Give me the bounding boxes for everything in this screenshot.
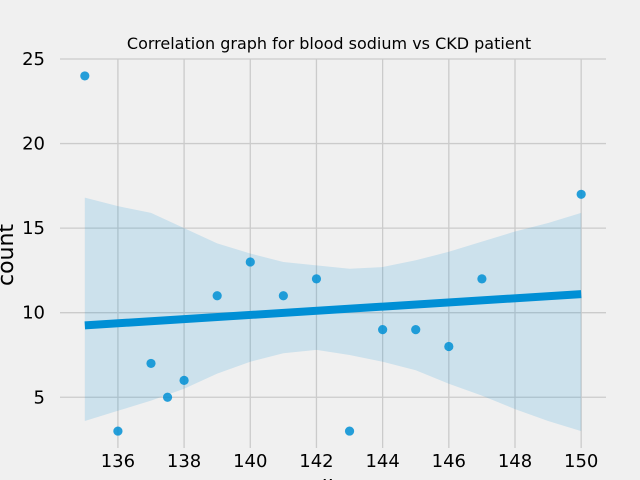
chart-title: Correlation graph for blood sodium vs CK… (127, 34, 531, 53)
data-point (311, 274, 322, 284)
x-tick-label: 150 (564, 451, 598, 472)
y-tick-labels: 5 10 15 20 25 (22, 49, 45, 408)
regression-line-group (84, 290, 582, 330)
x-tick-label: 142 (299, 451, 333, 472)
grid (60, 58, 606, 448)
data-point (162, 392, 173, 402)
y-tick-label: 15 (22, 218, 45, 239)
x-axis-label: sodium (289, 477, 369, 480)
y-tick-label: 10 (22, 303, 45, 324)
data-point (179, 375, 189, 385)
data-point (212, 291, 222, 301)
x-tick-label: 138 (167, 451, 201, 472)
confidence-band (84, 197, 582, 432)
confidence-band-group (84, 197, 582, 432)
data-point (344, 426, 355, 436)
data-point (378, 325, 388, 335)
x-tick-label: 140 (233, 451, 267, 472)
data-point (113, 426, 123, 436)
data-point (477, 274, 487, 284)
x-tick-label: 136 (101, 451, 135, 472)
x-tick-labels: 136 138 140 142 144 146 148 150 (101, 451, 599, 472)
data-point (444, 341, 454, 352)
x-tick-label: 146 (432, 451, 466, 472)
data-point (80, 71, 90, 81)
y-tick-label: 25 (22, 49, 45, 70)
y-tick-label: 5 (34, 387, 45, 408)
data-point (278, 291, 288, 301)
regression-line (84, 290, 582, 330)
data-point (411, 325, 421, 335)
y-axis-label: count (0, 224, 19, 286)
x-tick-label: 144 (365, 451, 399, 472)
data-point (146, 358, 156, 369)
y-tick-label: 20 (22, 134, 45, 155)
points-group (80, 71, 586, 436)
data-point (245, 257, 255, 267)
data-point (576, 189, 586, 199)
x-tick-label: 148 (498, 451, 532, 472)
